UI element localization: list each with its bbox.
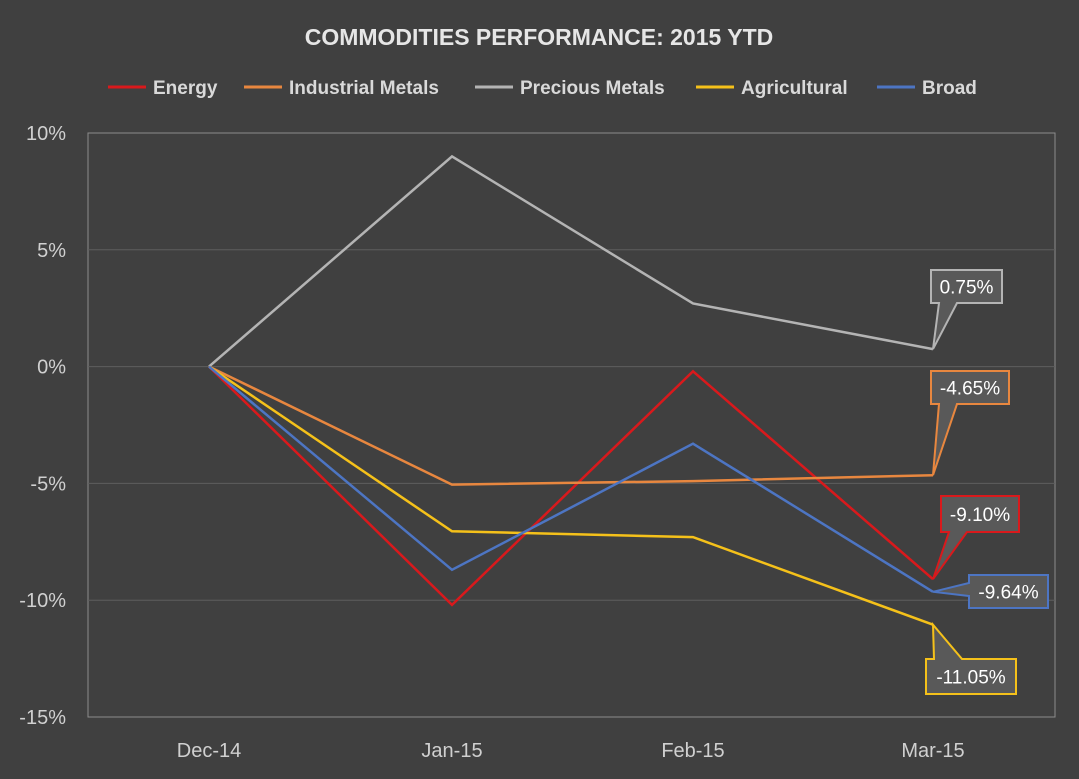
plot-border (87, 132, 1056, 718)
series-line-broad (208, 365, 934, 593)
callout-value: 0.75% (940, 278, 994, 299)
legend-label: Precious Metals (520, 78, 665, 99)
callout-value: -9.64% (978, 583, 1038, 604)
y-axis: 10% 5% 0% -5% -10% -15% (19, 123, 66, 729)
plot-area (87, 132, 1056, 718)
series-line-energy (208, 365, 934, 607)
x-tick-label: Feb-15 (661, 740, 724, 762)
legend-label: Energy (153, 78, 218, 99)
legend-label: Industrial Metals (289, 78, 439, 99)
data-label-broad: -9.64% (932, 574, 1049, 609)
grid (88, 249, 1055, 601)
y-tick-label: 0% (37, 357, 66, 379)
y-tick-label: -10% (19, 590, 66, 612)
x-tick-label: Dec-14 (177, 740, 241, 762)
y-tick-label: -5% (30, 473, 66, 495)
legend: Energy Industrial Metals Precious Metals Ag… (108, 78, 977, 99)
series-line-industrial-metals (208, 365, 934, 486)
callout-box (925, 621, 1017, 695)
series-line-agricultural (208, 365, 934, 626)
legend-label: Broad (922, 78, 977, 99)
callout-box (930, 269, 1003, 350)
legend-item-precious-metals: Precious Metals (475, 78, 665, 99)
legend-item-energy: Energy (108, 78, 218, 99)
callout-box (930, 370, 1010, 476)
chart-title: COMMODITIES PERFORMANCE: 2015 YTD (305, 24, 774, 50)
series-line-precious-metals (208, 154, 934, 368)
callout-value: -9.10% (950, 505, 1010, 526)
callout-box (932, 574, 1049, 609)
data-label-energy: -9.10% (932, 495, 1020, 580)
y-tick-label: -15% (19, 707, 66, 729)
callout-value: -4.65% (940, 379, 1000, 400)
series-lines (208, 154, 934, 626)
legend-label: Agricultural (741, 78, 848, 99)
legend-item-agricultural: Agricultural (696, 78, 848, 99)
callout-box (932, 495, 1020, 580)
legend-item-broad: Broad (877, 78, 977, 99)
data-label-industrial-metals: -4.65% (930, 370, 1010, 476)
callout-value: -11.05% (936, 668, 1005, 689)
x-tick-label: Mar-15 (901, 740, 964, 762)
y-tick-label: 10% (26, 123, 66, 145)
data-label-agricultural: -11.05% (925, 621, 1017, 695)
x-axis: Dec-14 Jan-15 Feb-15 Mar-15 (177, 740, 965, 762)
data-labels: -9.10% -4.65% 0.75% -11.05% -9.64% (925, 269, 1049, 695)
y-tick-label: 5% (37, 240, 66, 262)
data-label-precious-metals: 0.75% (930, 269, 1003, 350)
x-tick-label: Jan-15 (421, 740, 482, 762)
legend-item-industrial-metals: Industrial Metals (244, 78, 439, 99)
